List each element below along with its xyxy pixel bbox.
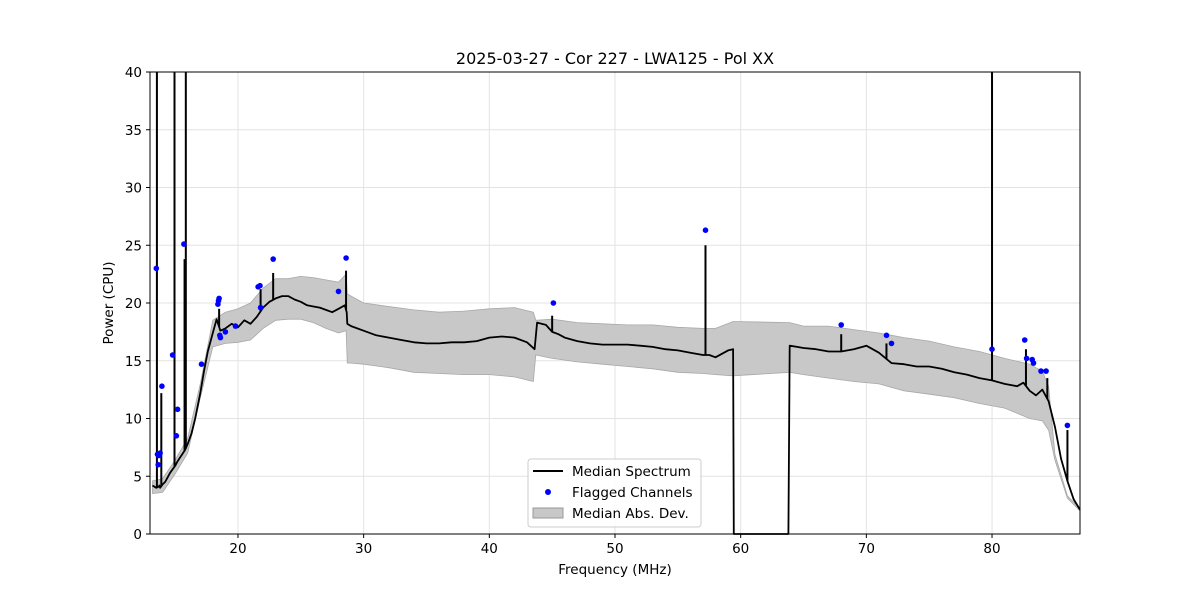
flagged-point xyxy=(257,304,264,311)
flagged-point xyxy=(702,227,709,233)
flagged-point xyxy=(174,406,181,413)
y-tick-label: 40 xyxy=(125,65,142,81)
y-tick-label: 15 xyxy=(125,354,142,370)
flagged-point xyxy=(550,300,557,306)
flagged-point xyxy=(222,329,229,335)
x-tick-label: 80 xyxy=(983,541,1000,557)
flagged-point xyxy=(157,450,163,456)
flagged-point xyxy=(335,288,342,295)
legend-band-swatch xyxy=(532,507,564,519)
y-tick-label: 35 xyxy=(125,123,142,139)
flagged-point xyxy=(257,282,263,289)
legend-label-mad: Median Abs. Dev. xyxy=(572,506,689,522)
flagged-point xyxy=(883,332,890,339)
median-spectrum-line xyxy=(152,295,1081,535)
flagged-point xyxy=(1023,355,1030,362)
flagged-point xyxy=(1021,337,1028,343)
flagged-point xyxy=(217,334,224,341)
legend-box xyxy=(527,458,702,528)
flagged-point xyxy=(1030,360,1037,366)
flagged-point xyxy=(173,433,180,439)
y-tick-label: 10 xyxy=(125,412,142,428)
y-tick-label: 0 xyxy=(133,527,142,543)
x-tick-label: 20 xyxy=(229,541,246,557)
y-tick-label: 20 xyxy=(125,296,142,312)
legend-label-flagged: Flagged Channels xyxy=(572,485,693,501)
flagged-point xyxy=(888,340,895,347)
flagged-point xyxy=(181,241,187,247)
legend-label-median: Median Spectrum xyxy=(572,464,691,480)
x-tick-label: 40 xyxy=(481,541,498,557)
x-tick-label: 70 xyxy=(858,541,875,557)
chart-title: 2025-03-27 - Cor 227 - LWA125 - Pol XX xyxy=(456,49,774,68)
flagged-channels xyxy=(153,227,1071,468)
y-tick-label: 5 xyxy=(133,469,142,485)
axis-ticks: 20 30 40 50 60 70 80 0 5 10 15 20 25 30 35 40 xyxy=(125,65,1001,557)
flagged-point xyxy=(1064,422,1071,429)
flagged-point xyxy=(216,295,222,302)
flagged-point xyxy=(159,383,165,390)
flagged-point xyxy=(1038,368,1044,374)
flagged-point xyxy=(989,346,995,353)
flagged-point xyxy=(153,265,160,272)
y-axis-label: Power (CPU) xyxy=(101,261,117,344)
y-tick-label: 30 xyxy=(125,181,142,197)
flagged-point xyxy=(169,352,176,358)
y-tick-label: 25 xyxy=(125,238,142,254)
legend: Median Spectrum Flagged Channels Median … xyxy=(527,458,702,528)
flagged-point xyxy=(838,322,844,328)
x-tick-label: 60 xyxy=(732,541,749,557)
flagged-point xyxy=(270,256,277,262)
legend-point-swatch xyxy=(545,489,551,495)
x-tick-label: 50 xyxy=(606,541,623,557)
flagged-point xyxy=(155,461,161,468)
median-spectrum xyxy=(152,72,1081,535)
flagged-point xyxy=(343,255,349,261)
x-axis-label: Frequency (MHz) xyxy=(558,562,671,578)
flagged-point xyxy=(1043,368,1049,374)
x-tick-label: 30 xyxy=(355,541,372,557)
flagged-point xyxy=(232,323,239,329)
flagged-point xyxy=(198,361,205,368)
